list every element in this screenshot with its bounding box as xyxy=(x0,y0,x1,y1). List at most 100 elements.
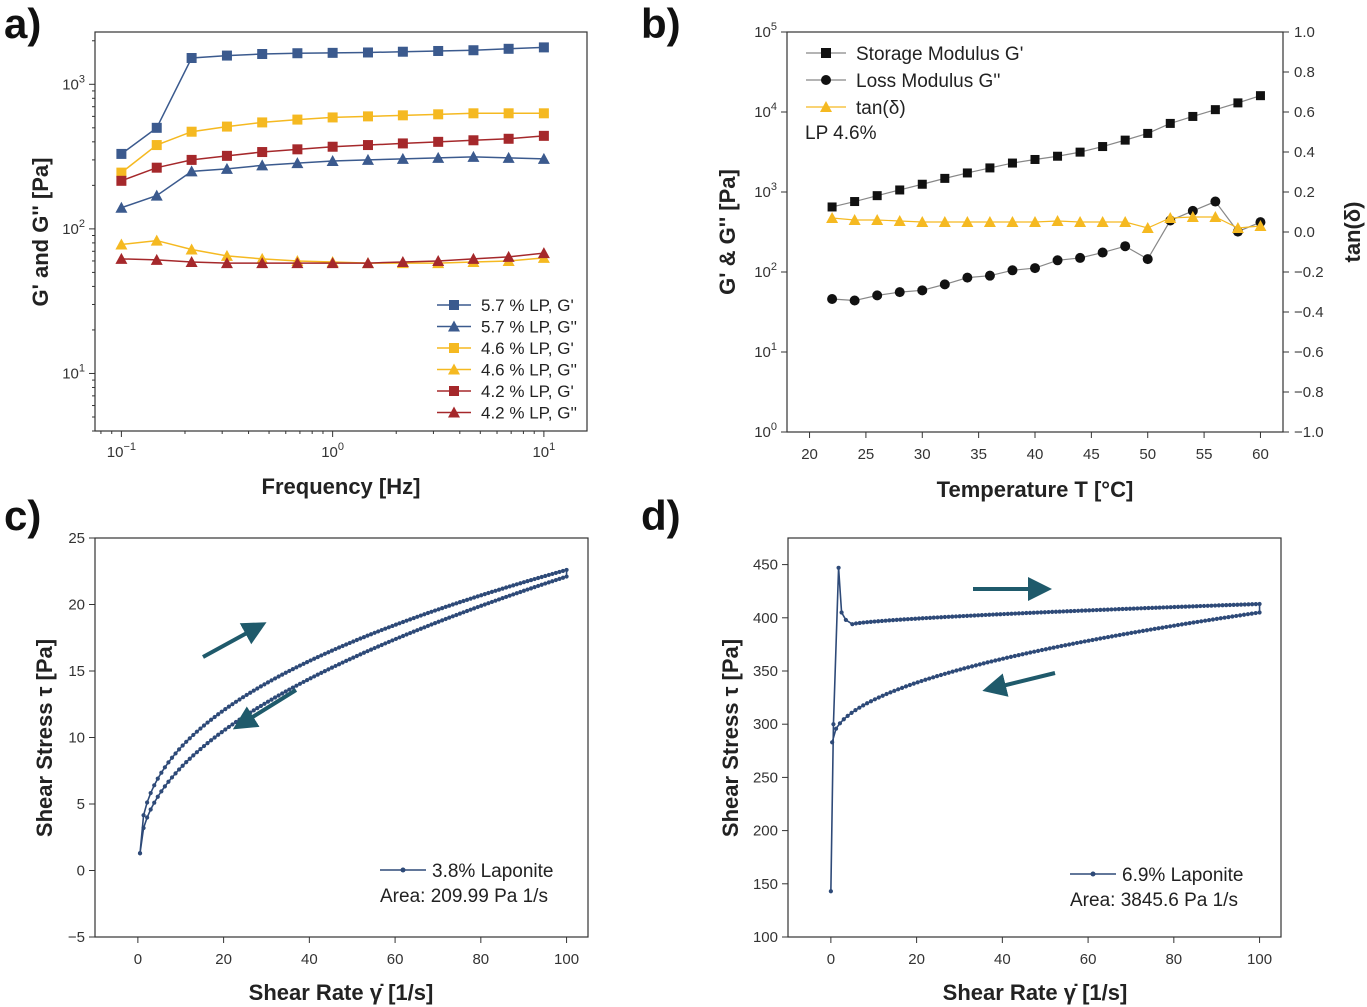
d-data-point xyxy=(1024,610,1029,616)
c-data-point xyxy=(312,674,317,679)
d-data-point xyxy=(1245,612,1251,617)
panel-d-y-axis-label: Shear Stress τ [Pa] xyxy=(718,639,743,837)
a-legend-label: 5.7 % LP, G' xyxy=(481,296,574,315)
d-data-point xyxy=(1190,604,1196,609)
d-data-point xyxy=(1253,601,1258,607)
c-data-point xyxy=(240,695,246,700)
c-data-point xyxy=(255,686,260,691)
d-data-point xyxy=(1043,647,1048,652)
c-data-point xyxy=(557,576,562,581)
c-data-point xyxy=(297,663,303,668)
d-data-point xyxy=(1234,613,1239,619)
b-data-point xyxy=(1141,222,1154,233)
a-legend-swatch-marker xyxy=(449,343,459,353)
b-y2-tick-label: −0.4 xyxy=(1294,304,1324,321)
c-data-point xyxy=(315,672,320,677)
d-data-point xyxy=(1242,602,1247,607)
c-y-tick-label: 0 xyxy=(77,863,85,880)
c-legend-swatch-marker xyxy=(400,867,406,873)
panel-d-x-axis-label: Shear Rate γ̇ [1/s] xyxy=(943,980,1128,1005)
c-data-point xyxy=(191,732,196,738)
c-data-point xyxy=(507,584,512,589)
d-data-point xyxy=(1176,604,1181,609)
c-data-point xyxy=(294,683,299,688)
panel-a-letter: a) xyxy=(4,0,41,47)
d-data-point xyxy=(1129,630,1134,636)
b-data-point xyxy=(1006,216,1019,227)
d-legend-label: 6.9% Laponite xyxy=(1122,865,1244,886)
c-data-point xyxy=(322,669,327,674)
c-data-point xyxy=(518,581,523,586)
d-data-point xyxy=(1072,608,1077,614)
d-data-point xyxy=(953,614,959,619)
a-data-point xyxy=(185,243,198,255)
c-data-point xyxy=(440,618,445,623)
c-data-point xyxy=(496,597,502,602)
d-data-point xyxy=(916,616,922,621)
c-data-point xyxy=(418,613,423,618)
d-data-point xyxy=(1153,605,1158,610)
a-data-point xyxy=(292,48,303,59)
c-data-point xyxy=(354,637,359,643)
panel-d-letter: d) xyxy=(641,492,681,539)
a-data-point xyxy=(468,108,479,119)
d-data-point xyxy=(1079,608,1084,613)
c-data-point xyxy=(543,581,548,586)
a-data-point xyxy=(396,256,409,268)
a-data-point xyxy=(502,151,515,163)
d-data-point xyxy=(880,693,885,698)
d-data-point xyxy=(868,699,874,704)
c-area-text: Area: 209.99 Pa 1/s xyxy=(380,886,548,907)
b-data-point xyxy=(1007,265,1018,276)
a-data-point xyxy=(186,126,197,137)
a-data-point xyxy=(327,141,338,152)
a-data-point xyxy=(433,136,444,147)
b-data-point xyxy=(1075,147,1085,157)
b-data-point xyxy=(962,168,972,178)
panel-c-chart: c) 0 20 40 60 80 100 −5 0 5 10 15 20 25 3.8% Laponit… xyxy=(4,492,589,1005)
b-data-point xyxy=(826,212,839,223)
panel-c-arrow-down xyxy=(232,688,298,730)
d-data-point xyxy=(1183,604,1188,609)
a-data-point xyxy=(537,247,550,259)
c-data-point xyxy=(209,717,214,722)
d-data-point xyxy=(1133,630,1138,635)
d-data-point xyxy=(1209,603,1214,608)
d-data-point xyxy=(1031,610,1036,615)
d-data-point xyxy=(939,615,944,620)
a-data-point xyxy=(291,157,304,169)
b-data-point xyxy=(1254,220,1267,231)
c-data-point xyxy=(450,602,455,607)
c-data-point xyxy=(169,755,175,760)
c-data-point xyxy=(216,732,221,737)
c-data-point xyxy=(340,660,345,665)
c-data-point xyxy=(415,628,420,633)
d-data-point xyxy=(1168,624,1173,629)
d-data-point xyxy=(979,613,984,618)
c-data-point xyxy=(187,756,192,761)
b-data-point xyxy=(1119,216,1132,227)
b-data-point xyxy=(1233,98,1243,108)
b-data-point xyxy=(1188,111,1198,121)
c-data-point xyxy=(361,634,367,640)
c-data-point xyxy=(180,763,185,768)
b-data-point xyxy=(827,202,837,212)
c-data-point xyxy=(276,674,281,679)
c-data-point xyxy=(390,638,395,643)
b-x-tick-label: 60 xyxy=(1252,446,1269,463)
a-legend-swatch-marker xyxy=(449,386,459,396)
a-data-point xyxy=(396,152,409,164)
a-legend-swatch-marker xyxy=(449,300,459,310)
c-data-point xyxy=(351,655,356,660)
a-data-point xyxy=(503,108,514,119)
panel-c-x-axis-label: Shear Rate γ̇ [1/s] xyxy=(249,980,434,1005)
d-data-point xyxy=(1086,638,1091,643)
c-y-tick-label: 15 xyxy=(68,663,85,680)
d-data-point xyxy=(1138,606,1144,611)
a-data-point xyxy=(467,252,480,264)
d-data-point xyxy=(896,687,901,692)
d-data-point xyxy=(1070,641,1076,646)
d-data-point xyxy=(1146,605,1151,611)
c-data-point xyxy=(528,586,534,591)
d-x-tick-label: 60 xyxy=(1080,951,1097,968)
